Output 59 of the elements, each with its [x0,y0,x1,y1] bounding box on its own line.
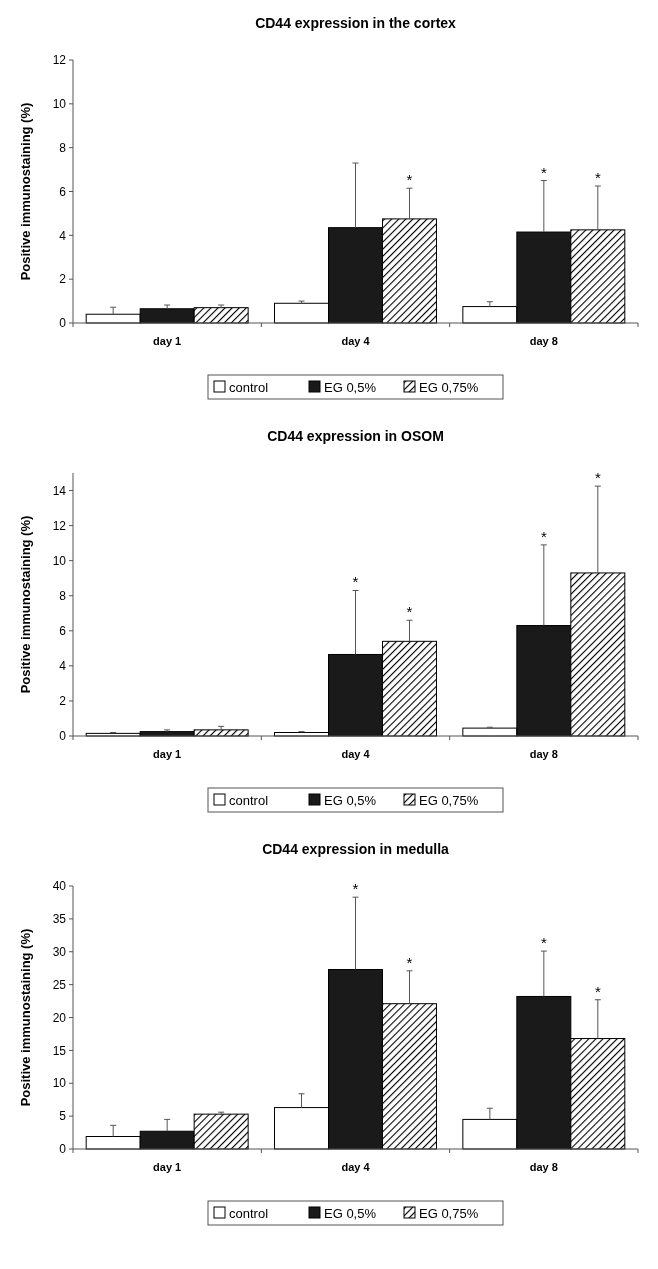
y-axis-title: Positive immunostaining (%) [18,928,33,1107]
x-tick-label: day 8 [529,748,558,760]
legend-label: EG 0,5% [324,792,377,808]
y-tick-label: 40 [52,879,67,894]
y-tick-label: 0 [59,1142,67,1157]
y-tick-label: 10 [52,97,67,112]
annotation: * [406,603,413,621]
x-tick-label: day 1 [153,1161,182,1173]
annotation: * [540,163,547,181]
x-tick-label: day 8 [529,1161,558,1173]
annotation: * [594,169,601,187]
y-tick-label: 8 [59,140,67,155]
x-tick-label: day 4 [341,335,371,347]
annotation: * [406,171,413,189]
y-axis-title: Positive immunostaining (%) [18,102,33,281]
y-tick-label: 12 [52,53,67,68]
annotation: * [540,527,547,545]
x-tick-label: day 1 [153,335,182,347]
legend-label: control [229,1205,269,1221]
y-tick-label: 35 [52,912,67,927]
annotation: * [406,953,413,971]
y-tick-label: 4 [59,659,67,674]
y-tick-label: 6 [59,184,67,199]
y-tick-label: 6 [59,624,67,638]
y-tick-label: 14 [52,483,67,498]
annotation: * [352,573,359,591]
annotation: * [594,469,601,487]
chart-title: CD44 expression in the cortex [255,15,457,31]
legend-label: EG 0,75% [419,792,479,808]
y-axis-title: Positive immunostaining (%) [18,515,33,694]
legend-label: EG 0,5% [324,379,377,395]
annotation: * [594,982,601,1000]
y-tick-label: 2 [59,694,67,709]
y-tick-label: 12 [52,518,67,533]
chart-title: CD44 expression in medulla [262,841,450,857]
y-tick-label: 5 [59,1109,67,1124]
y-tick-label: 30 [52,944,67,959]
y-tick-label: 10 [52,1076,67,1091]
annotation: * [352,880,359,898]
y-tick-label: 2 [59,272,67,287]
x-tick-label: day 4 [341,1161,371,1173]
y-tick-label: 8 [59,588,67,603]
legend-label: EG 0,5% [324,1205,377,1221]
y-tick-label: 25 [52,977,67,992]
y-tick-label: 0 [59,316,67,331]
annotation: * [540,934,547,952]
legend-label: EG 0,75% [419,1205,479,1221]
y-tick-label: 10 [52,553,67,568]
y-tick-label: 20 [52,1010,67,1025]
x-tick-label: day 8 [529,335,558,347]
chart-title: CD44 expression in OSOM [267,428,444,444]
x-tick-label: day 1 [153,748,182,760]
y-tick-label: 0 [59,729,67,744]
y-tick-label: 4 [59,228,67,243]
legend-label: control [229,379,269,395]
legend-label: control [229,792,269,808]
x-tick-label: day 4 [341,748,371,760]
y-tick-label: 15 [52,1043,67,1058]
legend-label: EG 0,75% [419,379,479,395]
